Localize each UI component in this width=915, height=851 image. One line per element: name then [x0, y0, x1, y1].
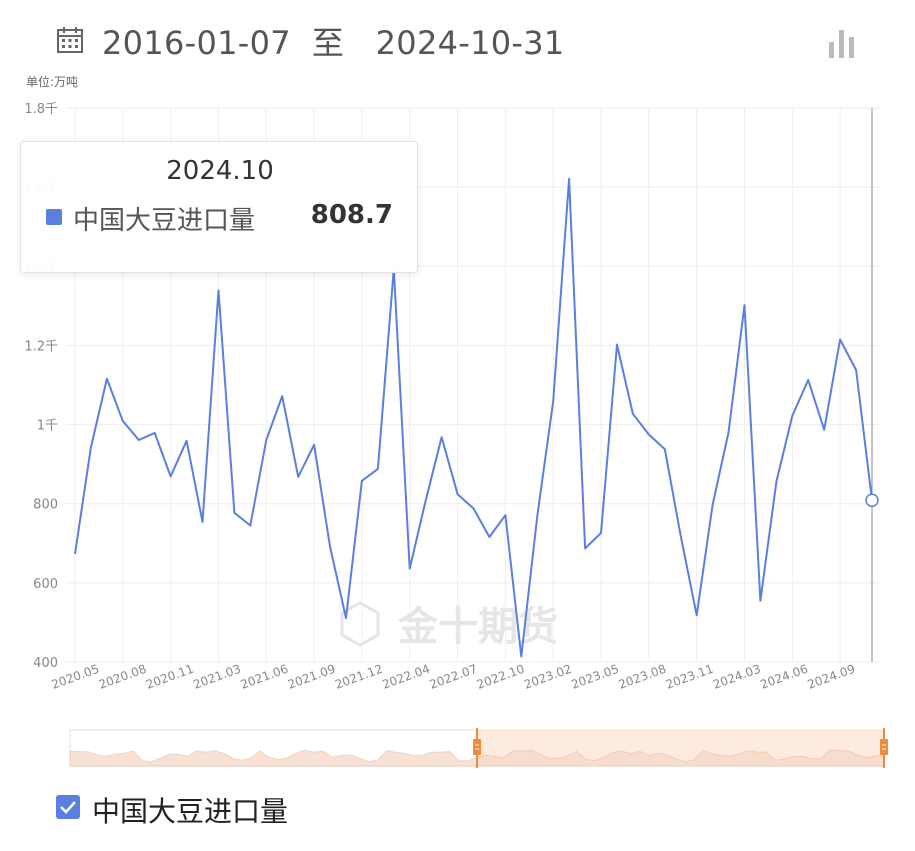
x-tick-label: 2022.04: [380, 662, 431, 692]
series-line: [74, 177, 873, 658]
x-tick-label: 2023.05: [569, 662, 620, 692]
y-tick-label: 400: [33, 656, 58, 671]
x-tick-label: 2022.07: [428, 662, 479, 692]
x-tick-label: 2024.03: [711, 662, 762, 692]
y-tick-label: 1千: [37, 419, 58, 434]
checkbox-checked-icon[interactable]: [56, 795, 80, 819]
watermark-text: 金十期货: [397, 604, 558, 650]
y-tick-label: 1.2千: [24, 339, 58, 354]
tooltip-series-name: 中国大豆进口量: [73, 206, 256, 236]
x-tick-label: 2021.09: [286, 662, 337, 692]
y-tick-label: 800: [33, 498, 58, 513]
tooltip-value: 808.7: [310, 200, 393, 230]
x-tick-label: 2021.03: [191, 662, 242, 692]
x-tick-label: 2023.02: [522, 662, 573, 692]
x-tick-label: 2021.12: [333, 662, 384, 692]
tooltip: 2024.10 中国大豆进口量 808.7: [20, 141, 418, 273]
tooltip-title: 2024.10: [166, 156, 274, 186]
watermark-logo: [340, 601, 380, 647]
zoom-handle-end[interactable]: [880, 739, 888, 755]
x-tick-label: 2023.11: [664, 662, 715, 692]
x-tick-label: 2021.06: [239, 662, 290, 692]
tooltip-series-swatch: [46, 209, 62, 225]
legend-label: 中国大豆进口量: [92, 795, 289, 828]
x-tick-label: 2020.08: [97, 662, 148, 692]
y-tick-label: 600: [33, 577, 58, 592]
y-tick-label: 1.8千: [24, 102, 58, 117]
x-tick-label: 2020.11: [144, 662, 195, 692]
x-tick-label: 2022.10: [475, 662, 526, 692]
unit-label: 单位:万吨: [26, 75, 79, 89]
zoom-handle-start[interactable]: [473, 739, 481, 755]
x-tick-label: 2024.09: [806, 662, 857, 692]
highlighted-point: [865, 493, 879, 508]
x-tick-label: 2024.06: [758, 662, 809, 692]
chart-header: 2016-01-07 至 2024-10-31: [0, 0, 915, 80]
x-tick-label: 2023.08: [617, 662, 668, 692]
date-range[interactable]: 2016-01-07 至 2024-10-31: [102, 24, 565, 62]
bar-chart-icon[interactable]: [826, 28, 858, 60]
calendar-icon[interactable]: [56, 26, 84, 54]
